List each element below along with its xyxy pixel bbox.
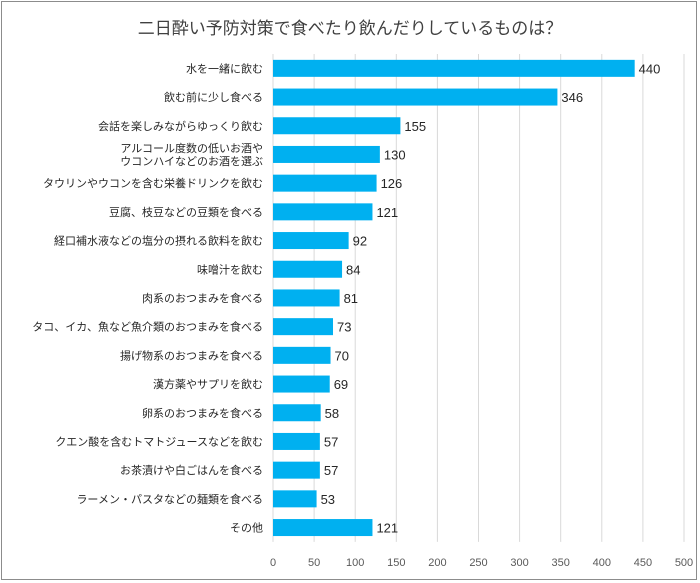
value-label: 58 <box>325 406 339 421</box>
value-label: 53 <box>321 492 335 507</box>
value-label: 57 <box>324 434 338 449</box>
bar <box>273 174 377 192</box>
bar <box>273 318 334 336</box>
bar <box>273 432 320 450</box>
value-label: 81 <box>344 291 358 306</box>
category-label: アルコール度数の低いお酒や <box>120 141 263 155</box>
category-label: 肉系のおつまみを食べる <box>142 291 263 305</box>
chart-title: 二日酔い予防対策で食べたり飲んだりしているものは？ <box>137 19 563 39</box>
x-tick-label: 300 <box>510 557 528 569</box>
bar <box>273 88 558 106</box>
bar <box>273 461 320 479</box>
x-tick-label: 250 <box>469 557 487 569</box>
value-label: 70 <box>335 348 349 363</box>
x-tick-label: 400 <box>593 557 611 569</box>
category-label: 水を一緒に飲む <box>186 61 263 75</box>
value-label: 440 <box>639 61 661 76</box>
value-label: 121 <box>376 205 398 220</box>
category-label: 豆腐、枝豆などの豆類を食べる <box>109 205 263 219</box>
category-label: タコ、イカ、魚など魚介類のおつまみを食べる <box>32 320 263 334</box>
bar <box>273 117 401 135</box>
value-label: 57 <box>324 463 338 478</box>
category-label: タウリンやウコンを含む栄養ドリンクを飲む <box>43 176 263 190</box>
value-label: 92 <box>353 234 367 249</box>
category-label: 経口補水液などの塩分の摂れる飲料を飲む <box>54 234 263 248</box>
value-label: 155 <box>404 119 426 134</box>
category-label: その他 <box>230 522 263 535</box>
category-label: お茶漬けや白ごはんを食べる <box>120 463 263 477</box>
x-tick-label: 100 <box>346 557 364 569</box>
bar <box>273 375 330 393</box>
x-tick-label: 50 <box>308 557 320 569</box>
value-label: 69 <box>334 377 348 392</box>
x-tick-label: 150 <box>387 557 405 569</box>
category-label: クエン酸を含むトマトジュースなどを飲む <box>55 434 263 448</box>
category-label: 漢方薬やサプリを飲む <box>153 377 263 391</box>
bar <box>273 59 635 77</box>
category-label: ウコンハイなどのお酒を選ぶ <box>120 155 263 168</box>
bar <box>273 289 340 307</box>
value-label: 121 <box>376 521 398 536</box>
category-label: 卵系のおつまみを食べる <box>142 406 263 420</box>
category-label: 会話を楽しみながらゆっくり飲む <box>98 119 263 133</box>
value-label: 73 <box>337 320 351 335</box>
value-label: 130 <box>384 147 406 162</box>
bar <box>273 490 317 508</box>
value-label: 126 <box>381 176 403 191</box>
x-tick-label: 200 <box>428 557 446 569</box>
category-label: 飲む前に少し食べる <box>164 90 263 104</box>
value-label: 346 <box>561 90 583 105</box>
bar <box>273 404 321 422</box>
category-label: 味噌汁を飲む <box>197 262 263 276</box>
category-label: ラーメン・パスタなどの麺類を食べる <box>76 492 263 506</box>
x-tick-label: 500 <box>675 557 693 569</box>
bar <box>273 260 343 278</box>
x-tick-label: 350 <box>552 557 570 569</box>
bar <box>273 203 373 221</box>
bar <box>273 145 380 163</box>
bar <box>273 346 331 364</box>
bar <box>273 232 349 250</box>
x-tick-label: 450 <box>634 557 652 569</box>
bar <box>273 519 373 537</box>
category-label: 揚げ物系のおつまみを食べる <box>120 348 263 362</box>
x-tick-label: 0 <box>270 557 276 569</box>
value-label: 84 <box>346 262 360 277</box>
